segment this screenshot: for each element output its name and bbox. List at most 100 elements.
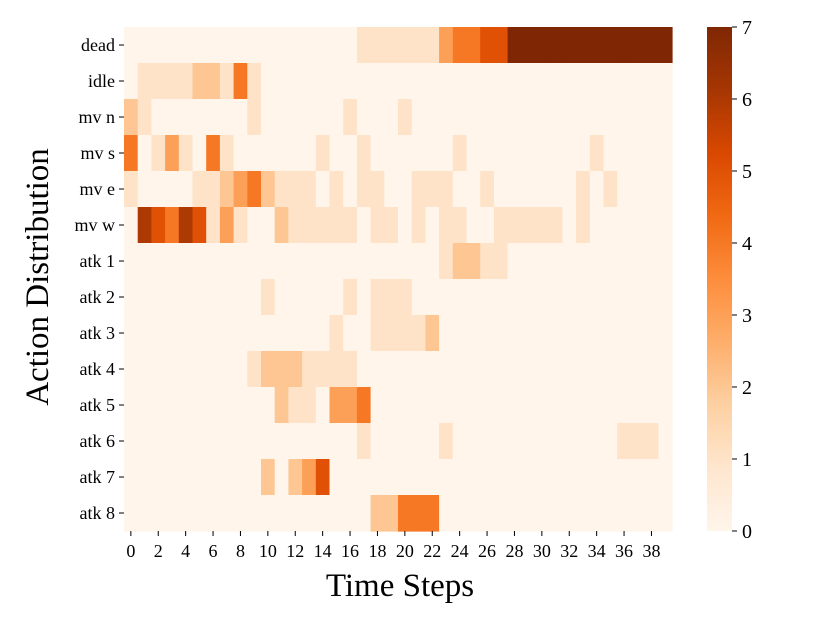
heatmap-cell: [603, 351, 618, 388]
heatmap-cell: [233, 243, 248, 280]
heatmap-cell: [247, 207, 262, 244]
heatmap-cell: [356, 387, 372, 424]
heatmap-cell: [658, 99, 673, 136]
heatmap-cell: [247, 387, 262, 424]
heatmap-cell: [261, 459, 276, 496]
heatmap-cell: [137, 495, 152, 532]
heatmap-cell: [370, 135, 385, 172]
heatmap-cell: [137, 387, 152, 424]
heatmap-cell: [644, 279, 659, 316]
heatmap-cell: [137, 459, 152, 496]
heatmap-cell: [124, 387, 139, 424]
heatmap-cell: [165, 243, 180, 280]
heatmap-cell: [274, 279, 289, 316]
heatmap-cell: [206, 135, 221, 172]
heatmap-cell: [425, 243, 440, 280]
heatmap-cell: [206, 171, 221, 208]
heatmap-cell: [480, 279, 495, 316]
x-tick-label: 32: [560, 541, 578, 561]
heatmap-cell: [137, 243, 152, 280]
heatmap-cell: [233, 27, 248, 64]
heatmap-cell: [178, 99, 194, 136]
heatmap-cell: [288, 495, 303, 532]
heatmap-cell: [466, 207, 481, 244]
heatmap-cell: [548, 243, 563, 280]
heatmap-cell: [329, 207, 344, 244]
heatmap-cell: [658, 27, 673, 64]
heatmap-cell: [589, 315, 605, 352]
heatmap-cell: [165, 459, 180, 496]
heatmap-cell: [206, 387, 221, 424]
heatmap-cell: [630, 27, 646, 64]
heatmap-cell: [288, 99, 303, 136]
heatmap-cell: [165, 63, 180, 100]
heatmap-cell: [384, 207, 399, 244]
heatmap-cell: [219, 171, 235, 208]
x-tick-label: 28: [505, 541, 523, 561]
y-axis-label: Action Distribution: [20, 148, 56, 406]
y-tick-label: mv s: [80, 143, 115, 163]
heatmap-cell: [576, 423, 591, 460]
heatmap-cell: [178, 27, 194, 64]
heatmap-cell: [521, 351, 536, 388]
heatmap-cell: [302, 27, 317, 64]
heatmap-cell: [658, 207, 673, 244]
heatmap-cell: [630, 63, 646, 100]
heatmap-cell: [274, 243, 289, 280]
heatmap-cell: [178, 315, 194, 352]
heatmap-cell: [302, 135, 317, 172]
heatmap-cell: [562, 495, 577, 532]
heatmap-cell: [617, 243, 632, 280]
heatmap-cell: [206, 459, 221, 496]
heatmap-cell: [617, 315, 632, 352]
heatmap-cell: [124, 135, 139, 172]
heatmap-cell: [576, 99, 591, 136]
heatmap-cell: [603, 171, 618, 208]
heatmap-cell: [356, 27, 372, 64]
heatmap-cell: [535, 99, 550, 136]
heatmap-cell: [466, 351, 481, 388]
heatmap-cell: [535, 243, 550, 280]
heatmap-cell: [589, 27, 605, 64]
heatmap-cell: [247, 171, 262, 208]
heatmap-cell: [617, 63, 632, 100]
heatmap-cell: [535, 495, 550, 532]
heatmap-cell: [425, 171, 440, 208]
heatmap-cell: [274, 99, 289, 136]
heatmap-cell: [151, 279, 166, 316]
heatmap-cell: [370, 27, 385, 64]
heatmap-cell: [356, 243, 372, 280]
heatmap-cell: [370, 63, 385, 100]
colorbar-ticks: 0 1 2 3 4 5 6 7: [732, 17, 752, 543]
heatmap-cell: [548, 495, 563, 532]
heatmap-cell: [151, 423, 166, 460]
x-tick-label: 34: [588, 541, 606, 561]
heatmap-cell: [274, 63, 289, 100]
heatmap-cell: [302, 243, 317, 280]
heatmap-cell: [562, 63, 577, 100]
heatmap-cell: [617, 459, 632, 496]
x-tick-label: 38: [642, 541, 660, 561]
heatmap-cell: [603, 63, 618, 100]
heatmap-cell: [548, 99, 563, 136]
heatmap-cell: [493, 135, 509, 172]
heatmap-cell: [576, 63, 591, 100]
heatmap-cell: [261, 63, 276, 100]
heatmap-cell: [329, 495, 344, 532]
heatmap-cell: [124, 27, 139, 64]
heatmap-cell: [302, 63, 317, 100]
heatmap-cell: [178, 495, 194, 532]
heatmap-cell: [343, 279, 358, 316]
heatmap-cell: [589, 171, 605, 208]
heatmap-cell: [384, 171, 399, 208]
heatmap-cell: [630, 495, 646, 532]
x-tick-label: 22: [423, 541, 441, 561]
heatmap-cell: [137, 423, 152, 460]
heatmap-cell: [562, 27, 577, 64]
heatmap-cell: [288, 207, 303, 244]
heatmap-cell: [315, 279, 331, 316]
heatmap-cell: [137, 207, 152, 244]
heatmap-cell: [411, 387, 426, 424]
heatmap-cell: [151, 459, 166, 496]
x-tick-label: 16: [341, 541, 359, 561]
